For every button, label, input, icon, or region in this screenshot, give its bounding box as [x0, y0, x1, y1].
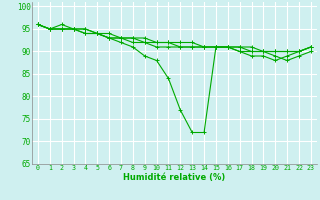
X-axis label: Humidité relative (%): Humidité relative (%)	[123, 173, 226, 182]
